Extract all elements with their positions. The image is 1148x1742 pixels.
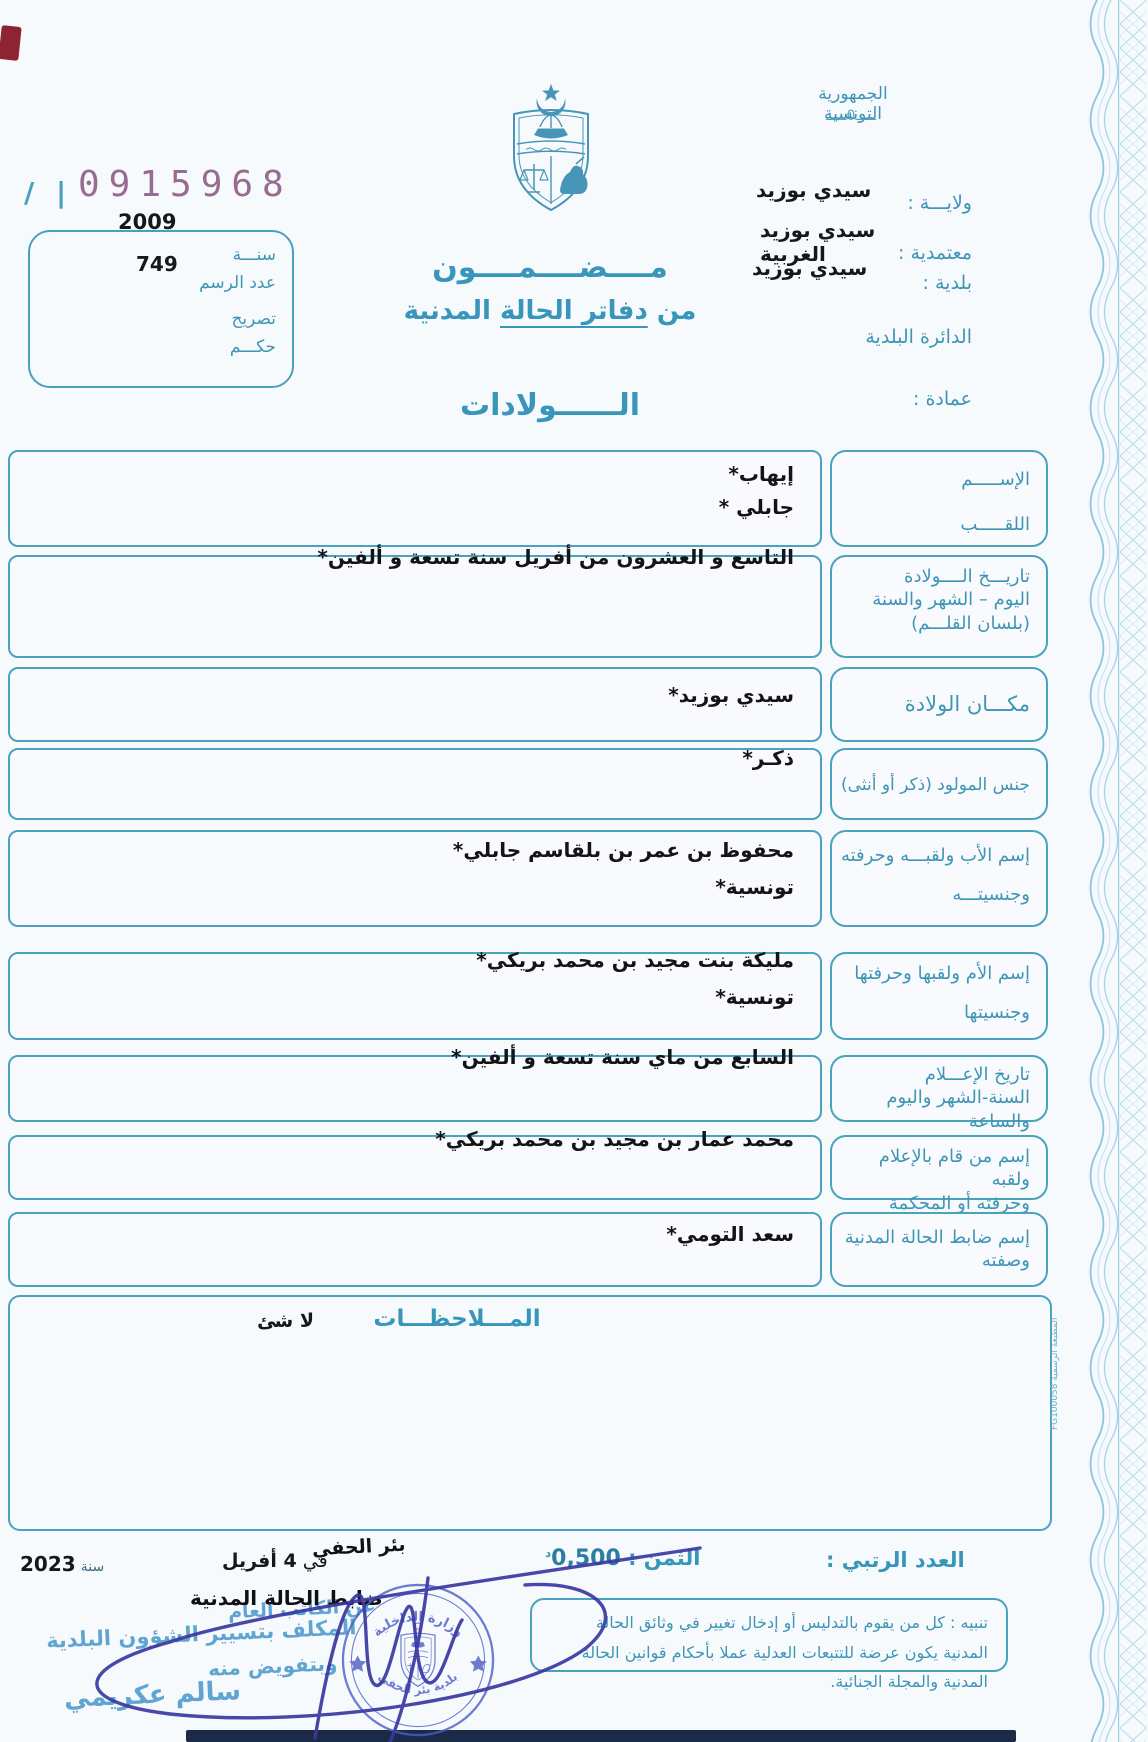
price-unit: د bbox=[545, 1546, 552, 1560]
municipality-value: سيدي بوزيد bbox=[752, 256, 868, 280]
delegation-label: معتمدية : bbox=[898, 242, 972, 264]
mother-name-value: مليكة بنت مجيد بن محمد بريكي* bbox=[476, 948, 794, 972]
issue-year: سنة 2023 bbox=[14, 1552, 114, 1576]
registrar-value-box: سعد التومي* bbox=[8, 1212, 822, 1287]
notes-box bbox=[8, 1295, 1052, 1531]
mother-label: إسم الأم ولقبها وحرفتها bbox=[854, 963, 1030, 984]
act-number: 749 bbox=[136, 252, 178, 276]
governorate-value: سيدي بوزيد bbox=[756, 178, 872, 202]
document-title-line1: مــــضــــمــــون bbox=[432, 250, 668, 285]
declarant-name-value: محمد عمار بن مجيد بن محمد بريكي* bbox=[435, 1127, 794, 1151]
name-value-box: إيهاب* جابلي * bbox=[8, 450, 822, 547]
sex-label-box: جنس المولود (ذكر أو أنثى) bbox=[830, 748, 1048, 820]
year-value: 2023 bbox=[20, 1552, 76, 1576]
registrar-sub-label: وصفته bbox=[981, 1250, 1030, 1272]
father-nationality-label: وجنسيتـــه bbox=[952, 884, 1030, 906]
father-name-value: محفوظ بن عمر بن بلقاسم جابلي* bbox=[452, 838, 794, 862]
officer-title: ضابط الحالة المدنية bbox=[190, 1586, 383, 1610]
mother-nationality-label: وجنسيتها bbox=[964, 1002, 1030, 1024]
birth-place-value: سيدي بوزيد* bbox=[668, 683, 794, 707]
declarant-label: إسم من قام بالإعلام ولقبه bbox=[878, 1146, 1030, 1191]
fraud-warning-box: تنبيه : كل من يقوم بالتدليس أو إدخال تغي… bbox=[530, 1598, 1008, 1691]
declaration-date-value-box: السابع من ماي سنة تسعة و ألفين* bbox=[8, 1045, 822, 1122]
header-divider: ـــــ0ـــــ bbox=[826, 108, 876, 124]
last-name-label: اللقـــــب bbox=[960, 514, 1030, 536]
serial-number: 0915968 bbox=[78, 164, 293, 205]
declaration-date-label: تاريخ الإعـــلام bbox=[924, 1064, 1030, 1085]
registrar-label-box: إسم ضابط الحالة المدنية وصفته bbox=[830, 1212, 1048, 1287]
ref-year-label: سنـــة bbox=[232, 245, 276, 265]
official-round-stamp: وزارة الداخلية بلدية بئر الحفي bbox=[341, 1583, 495, 1737]
notes-label: المـــلاحظـــات bbox=[373, 1306, 541, 1332]
declarant-label-box: إسم من قام بالإعلام ولقبه وحرفته أو المح… bbox=[830, 1135, 1048, 1214]
serial-prefix: | / bbox=[24, 176, 73, 209]
year-label: سنة bbox=[80, 1559, 105, 1575]
mother-label-box: إسم الأم ولقبها وحرفتها وجنسيتها bbox=[830, 952, 1048, 1040]
sector-label: عمادة : bbox=[913, 388, 972, 410]
ref-declaration-label: تصريح bbox=[231, 309, 276, 330]
father-label: إسم الأب ولقبـــه وحرفته bbox=[840, 845, 1030, 866]
declaration-date-value: السابع من ماي سنة تسعة و ألفين* bbox=[451, 1045, 794, 1069]
mother-nationality-value: تونسية* bbox=[715, 985, 794, 1009]
notes-value: لا شئ bbox=[257, 1310, 314, 1332]
birth-date-value-box: التاسع و العشرون من أفريل سنة تسعة و ألف… bbox=[8, 545, 822, 658]
birth-date-sub-label: اليوم – الشهر والسنة bbox=[872, 589, 1030, 611]
name-label-box: الإســـــم اللقـــــب bbox=[830, 450, 1048, 547]
scan-edge-mark bbox=[0, 25, 22, 61]
ref-judgment-label: حكـــم bbox=[229, 337, 276, 358]
title2-pre: من bbox=[647, 296, 697, 326]
father-label-box: إسم الأب ولقبـــه وحرفته وجنسيتـــه bbox=[830, 830, 1048, 927]
father-nationality-value: تونسية* bbox=[715, 875, 794, 899]
stamp-star-left bbox=[349, 1655, 367, 1672]
title2-underlined: دفاتر الحالة bbox=[499, 296, 648, 326]
municipal-district-label: الدائرة البلدية bbox=[865, 326, 972, 348]
reference-box: سنـــة عدد الرسم تصريح حكـــم bbox=[28, 230, 294, 388]
document-title-line2: من دفاتر الحالة المدنية bbox=[380, 296, 720, 326]
birth-place-label-box: مكـــان الولادة bbox=[830, 667, 1048, 742]
birth-date-value: التاسع و العشرون من أفريل سنة تسعة و ألف… bbox=[317, 545, 794, 569]
first-name-value: إيهاب* bbox=[728, 462, 794, 486]
register-year: 2009 bbox=[118, 210, 177, 234]
guilloche-border bbox=[1086, 0, 1148, 1742]
municipality-label: بلدية : bbox=[922, 272, 972, 294]
printing-office-reference: FG100058 المطبعة الرسمية bbox=[1050, 1317, 1060, 1430]
sex-label: جنس المولود (ذكر أو أنثى) bbox=[841, 775, 1030, 795]
document-title-line3: الــــــولادات bbox=[459, 388, 641, 423]
birth-date-note-label: (بلسان القلـــم) bbox=[911, 612, 1030, 634]
sex-value-box: ذكـر* bbox=[8, 746, 822, 820]
last-name-value: جابلي * bbox=[718, 495, 794, 519]
republic-title: الجمهورية التونسية bbox=[818, 84, 888, 124]
first-name-label: الإســـــم bbox=[961, 469, 1030, 490]
date-prefix: في bbox=[302, 1550, 328, 1572]
birth-date-label: تاريـــخ الــــولادة bbox=[904, 566, 1030, 587]
declaration-date-label-box: تاريخ الإعـــلام السنة-الشهر واليوم والس… bbox=[830, 1055, 1048, 1132]
ref-doc-number-label: عدد الرسم bbox=[199, 272, 276, 293]
issue-date: في 4 أفريل bbox=[222, 1550, 328, 1572]
mother-value-box: مليكة بنت مجيد بن محمد بريكي* تونسية* bbox=[8, 948, 822, 1040]
registrar-label: إسم ضابط الحالة المدنية bbox=[844, 1227, 1030, 1248]
declaration-date-sub-label: السنة-الشهر واليوم والساعة bbox=[886, 1087, 1030, 1132]
date-value: 4 أفريل bbox=[222, 1550, 297, 1572]
registrar-name-value: سعد التومي* bbox=[666, 1222, 794, 1246]
birth-place-label: مكـــان الولادة bbox=[904, 692, 1030, 716]
handwritten-signature bbox=[95, 1546, 702, 1742]
sex-value: ذكـر* bbox=[742, 746, 794, 770]
title2-post: المدنية bbox=[403, 296, 500, 326]
governorate-label: ولايـــة : bbox=[907, 192, 972, 214]
ordinal-number-label: العدد الرتبي : bbox=[826, 1548, 965, 1572]
father-value-box: محفوظ بن عمر بن بلقاسم جابلي* تونسية* bbox=[8, 830, 822, 927]
declarant-sub-label: وحرفته أو المحكمة bbox=[888, 1192, 1030, 1214]
declarant-value-box: محمد عمار بن مجيد بن محمد بريكي* bbox=[8, 1127, 822, 1200]
tunisia-coat-of-arms-icon bbox=[513, 84, 589, 211]
birth-place-value-box: سيدي بوزيد* bbox=[8, 667, 822, 742]
birth-date-label-box: تاريـــخ الــــولادة اليوم – الشهر والسن… bbox=[830, 555, 1048, 658]
stamp-star-right bbox=[469, 1655, 487, 1672]
delegation-value: سيدي بوزيد الغربية bbox=[760, 218, 876, 266]
